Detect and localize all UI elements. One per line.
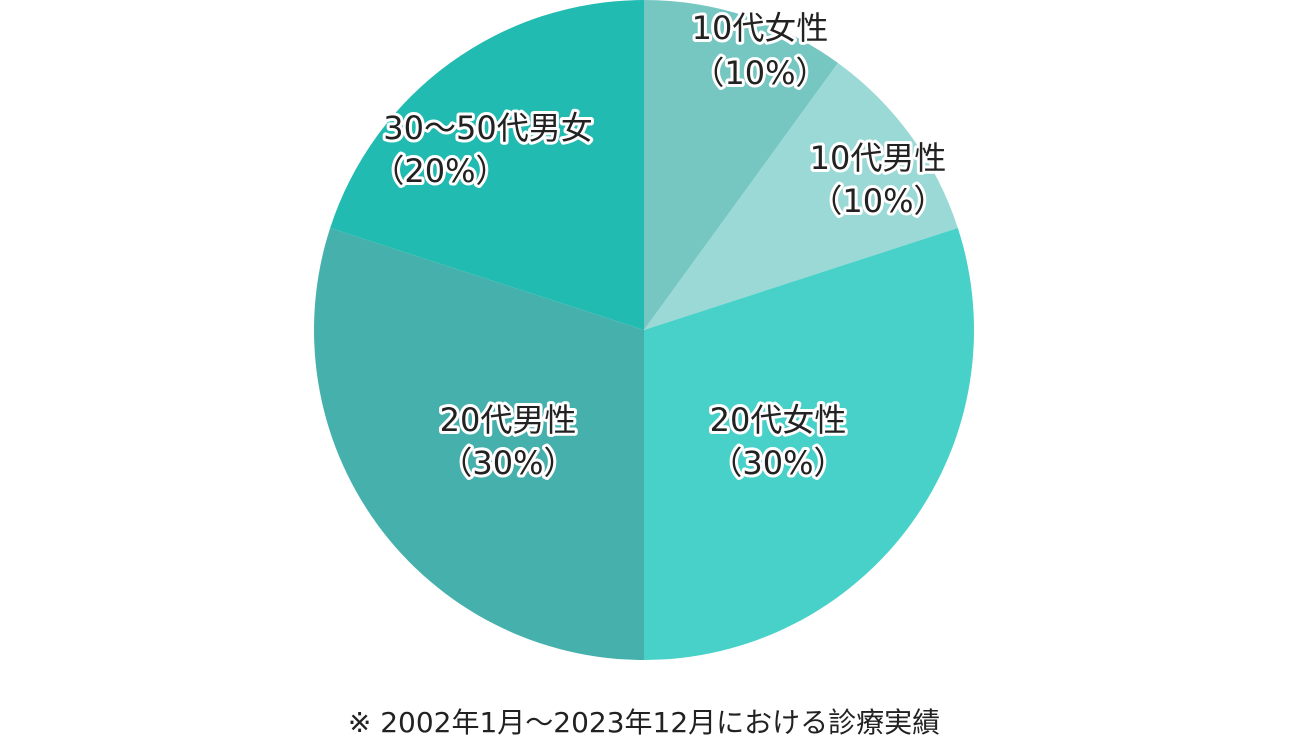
- slice-value-label: （20%）: [372, 152, 507, 190]
- slice-value-label: （30%）: [710, 444, 845, 482]
- pie-slice: [644, 228, 974, 660]
- footnote: ※ 2002年1月〜2023年12月における診療実績: [348, 706, 940, 739]
- slice-label: 10代女性: [692, 9, 829, 47]
- slice-label: 20代女性: [710, 401, 847, 439]
- slice-value-label: （10%）: [692, 54, 827, 92]
- pie-slice: [314, 228, 644, 660]
- pie-slice: [644, 0, 838, 330]
- slice-label: 20代男性: [440, 401, 577, 439]
- slice-value-label: （30%）: [440, 444, 575, 482]
- slice-value-label: （10%）: [810, 182, 945, 220]
- pie-slice: [644, 63, 958, 331]
- pie-slice: [330, 0, 644, 330]
- slice-label: 10代男性: [810, 139, 947, 177]
- slice-label: 30〜50代男女: [383, 109, 592, 147]
